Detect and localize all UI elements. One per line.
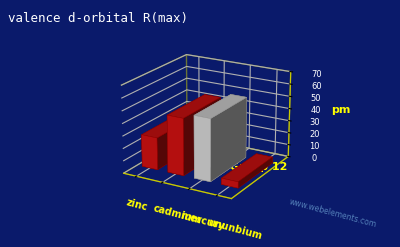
Text: valence d-orbital R(max): valence d-orbital R(max) (8, 12, 188, 25)
Text: www.webelements.com: www.webelements.com (288, 197, 377, 229)
